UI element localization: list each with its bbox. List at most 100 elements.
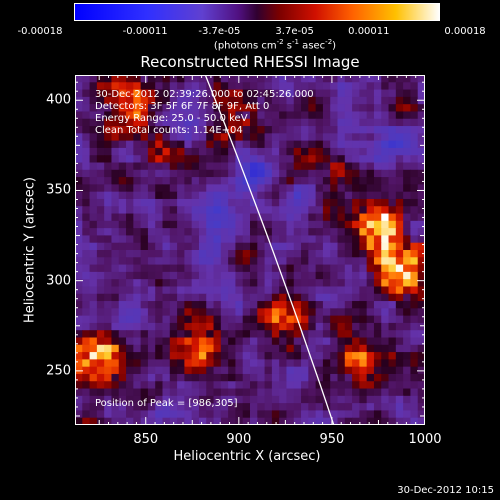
heatmap-cell xyxy=(111,133,120,142)
heatmap-cell xyxy=(344,184,353,193)
heatmap-cell xyxy=(395,359,404,368)
heatmap-cell xyxy=(395,308,404,317)
heatmap-cell xyxy=(147,111,156,120)
heatmap-cell xyxy=(373,104,382,113)
heatmap-cell xyxy=(147,96,156,105)
heatmap-cell xyxy=(147,184,156,193)
heatmap-cell xyxy=(301,140,309,149)
heatmap-cell xyxy=(359,213,368,222)
heatmap-cell xyxy=(330,257,339,266)
heatmap-cell xyxy=(410,75,419,83)
heatmap-cell xyxy=(155,118,164,127)
heatmap-cell xyxy=(359,89,368,98)
heatmap-cell xyxy=(198,133,207,142)
heatmap-cell xyxy=(352,184,360,193)
heatmap-cell xyxy=(75,250,83,258)
heatmap-cell xyxy=(104,220,113,229)
heatmap-cell xyxy=(271,279,280,288)
heatmap-cell xyxy=(279,403,288,412)
heatmap-cell xyxy=(286,381,295,390)
heatmap-cell xyxy=(286,96,295,105)
heatmap-cell xyxy=(118,96,127,105)
heatmap-cell xyxy=(118,169,127,178)
heatmap-cell xyxy=(126,162,134,171)
heatmap-cell xyxy=(147,359,156,368)
heatmap-cell xyxy=(191,198,200,207)
heatmap-cell xyxy=(140,308,149,317)
heatmap-cell xyxy=(359,184,368,193)
heatmap-cell xyxy=(344,322,353,331)
heatmap-cell xyxy=(96,235,105,244)
heatmap-cell xyxy=(352,315,360,324)
heatmap-cell xyxy=(104,177,113,185)
heatmap-cell xyxy=(155,417,164,425)
heatmap-cell xyxy=(410,286,419,295)
heatmap-cell xyxy=(301,315,309,324)
heatmap-cell xyxy=(191,271,200,280)
heatmap-cell xyxy=(104,279,113,288)
heatmap-cell xyxy=(96,191,105,200)
heatmap-cell xyxy=(403,417,412,425)
heatmap-cell xyxy=(264,147,273,156)
heatmap-cell xyxy=(75,322,83,331)
heatmap-cell xyxy=(337,184,346,193)
heatmap-cell xyxy=(322,286,331,295)
heatmap-cell xyxy=(366,388,375,397)
heatmap-cell xyxy=(213,96,222,105)
heatmap-cell xyxy=(279,417,288,425)
heatmap-cell xyxy=(191,337,200,346)
colorbar-tick-label: -0.00018 xyxy=(17,26,63,37)
heatmap-cell xyxy=(118,147,127,156)
heatmap-cell xyxy=(235,352,244,360)
heatmap-cell xyxy=(381,417,390,425)
heatmap-cell xyxy=(206,213,215,222)
heatmap-cell xyxy=(395,75,404,83)
heatmap-cell xyxy=(75,206,83,215)
heatmap-cell xyxy=(344,264,353,273)
heatmap-cell xyxy=(228,184,237,193)
heatmap-cell xyxy=(82,206,91,215)
heatmap-cell xyxy=(89,308,98,317)
heatmap-cell xyxy=(206,403,215,412)
heatmap-cell xyxy=(75,140,83,149)
heatmap-cell xyxy=(271,89,280,98)
heatmap-cell xyxy=(118,301,127,309)
heatmap-cell xyxy=(140,198,149,207)
heatmap-cell xyxy=(169,213,178,222)
heatmap-cell xyxy=(162,133,171,142)
heatmap-cell xyxy=(322,352,331,360)
heatmap-cell xyxy=(155,395,164,404)
heatmap-cell xyxy=(140,395,149,404)
heatmap-cell xyxy=(279,213,288,222)
heatmap-cell xyxy=(104,118,113,127)
heatmap-cell xyxy=(133,220,142,229)
heatmap-cell xyxy=(140,242,149,251)
heatmap-cell xyxy=(147,140,156,149)
heatmap-cell xyxy=(381,279,390,288)
heatmap-cell xyxy=(308,271,317,280)
heatmap-cell xyxy=(381,271,390,280)
heatmap-cell xyxy=(381,96,390,105)
heatmap-cell xyxy=(96,177,105,185)
heatmap-cell xyxy=(264,301,273,309)
heatmap-cell xyxy=(388,388,397,397)
heatmap-cell xyxy=(133,352,142,360)
heatmap-cell xyxy=(337,352,346,360)
heatmap-cell xyxy=(417,388,425,397)
heatmap-cell xyxy=(286,330,295,339)
heatmap-cell xyxy=(126,344,134,353)
heatmap-cell xyxy=(169,403,178,412)
heatmap-cell xyxy=(250,344,258,353)
heatmap-cell xyxy=(177,373,185,382)
heatmap-cell xyxy=(184,162,193,171)
heatmap-cell xyxy=(191,352,200,360)
heatmap-cell xyxy=(308,344,317,353)
heatmap-cell xyxy=(242,111,251,120)
heatmap-cell xyxy=(198,279,207,288)
heatmap-cell xyxy=(308,96,317,105)
heatmap-cell xyxy=(191,213,200,222)
heatmap-cell xyxy=(104,337,113,346)
heatmap-cell xyxy=(75,286,83,295)
heatmap-cell xyxy=(75,330,83,339)
heatmap-cell xyxy=(381,191,390,200)
